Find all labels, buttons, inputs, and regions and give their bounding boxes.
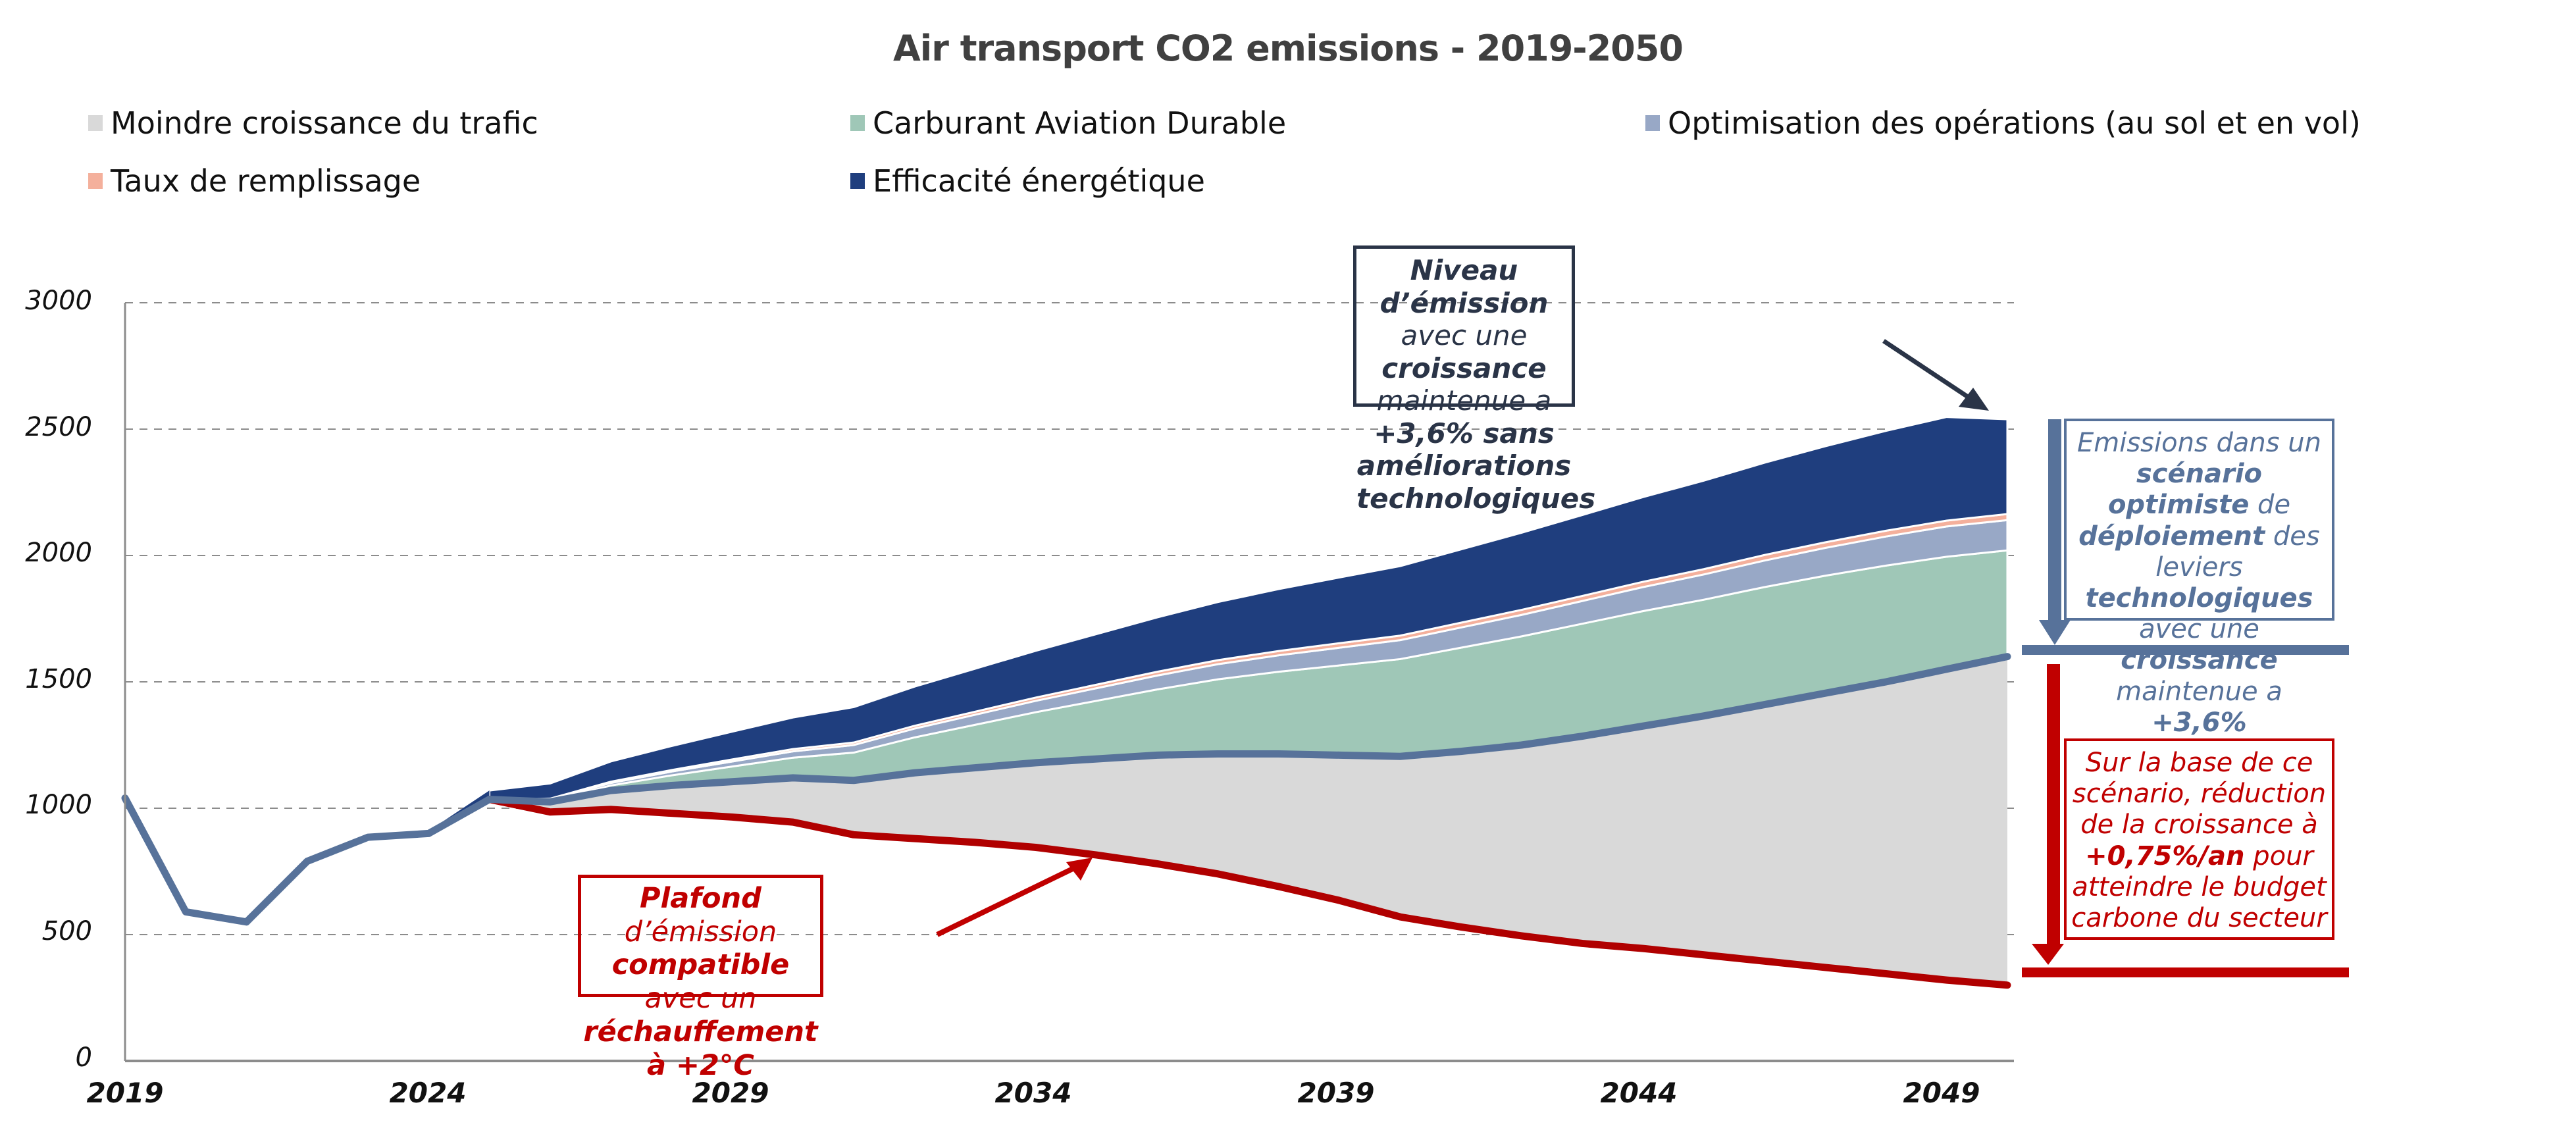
annotation-text-bold: technologiques xyxy=(2085,582,2313,613)
legend: Moindre croissance du trafic Carburant A… xyxy=(0,105,2576,224)
stacked-areas xyxy=(125,416,2009,985)
annotation-text-bold: croissance xyxy=(2121,645,2278,676)
annotation-text-bold: Plafond xyxy=(640,882,761,915)
annotation-text-bold: +3,6% sans améliorations technologiques xyxy=(1356,417,1596,515)
annotation-text-bold: +3,6% xyxy=(2151,707,2247,738)
y-tick: 0 xyxy=(75,1043,92,1073)
legend-swatch xyxy=(1645,115,1660,131)
annotation-text-bold: +0,75%/an xyxy=(2085,840,2245,871)
series-lines xyxy=(121,653,2011,989)
arrow-plafond-main-icon xyxy=(936,858,1093,937)
y-tick: 2500 xyxy=(25,412,92,442)
x-tick: 2034 xyxy=(994,1077,1072,1109)
arrow-top-annotation-icon xyxy=(1882,339,1989,411)
annotation-text: des leviers xyxy=(2155,521,2320,582)
chart-title: Air transport CO2 emissions - 2019-2050 xyxy=(893,28,1684,69)
annotation-text-bold: réchauffement à +2°C xyxy=(583,1015,818,1082)
x-tick: 2019 xyxy=(86,1077,164,1109)
legend-swatch xyxy=(88,115,103,131)
y-tick: 500 xyxy=(41,916,92,946)
line-ceiling xyxy=(486,796,2011,989)
annotation-text-bold: croissance xyxy=(1381,351,1547,384)
annotation-emission-ceiling: Plafond d’émission compatible avec un ré… xyxy=(578,875,823,1082)
annotation-text: Emissions dans un xyxy=(2076,428,2322,458)
annotation-text: avec une xyxy=(1401,319,1528,352)
y-tick: 3000 xyxy=(25,286,92,316)
area-efficacit-nerg-tique xyxy=(488,416,2009,801)
legend-label: Efficacité énergétique xyxy=(873,163,1205,199)
x-tick: 2039 xyxy=(1297,1077,1375,1109)
line-optimistic-scenario xyxy=(121,653,2011,926)
arrow-down-blue-icon xyxy=(2022,419,2349,655)
x-tick: 2044 xyxy=(1600,1077,1678,1109)
annotation-text: avec un xyxy=(644,982,757,1016)
x-tick: 2029 xyxy=(692,1077,769,1109)
arrow-down-red-icon xyxy=(2022,664,2349,977)
annotation-text: pour atteindre le budget carbone du sect… xyxy=(2071,840,2327,933)
legend-label: Carburant Aviation Durable xyxy=(873,105,1287,141)
annotation-text: Sur la base de ce scénario, réduction de… xyxy=(2072,748,2327,840)
arrow-up-right-icon xyxy=(871,869,1074,933)
annotation-text: maintenue a xyxy=(2116,676,2282,707)
legend-swatch xyxy=(88,173,103,189)
y-tick: 1000 xyxy=(25,790,92,820)
annotation-no-improvement: Niveau d’émission avec une croissance ma… xyxy=(1353,245,1595,515)
legend-swatch xyxy=(850,173,865,189)
annotation-text-bold: scénario optimiste xyxy=(2107,459,2263,521)
legend-item-load-factor: Taux de remplissage xyxy=(88,163,421,199)
x-tick: 2024 xyxy=(389,1077,467,1109)
annotation-optimistic-scenario: Emissions dans un scénario optimiste de … xyxy=(2064,419,2334,738)
y-tick: 2000 xyxy=(25,538,92,568)
legend-item-saf: Carburant Aviation Durable xyxy=(850,105,1286,141)
annotation-text: de xyxy=(2249,490,2291,521)
area-traffic xyxy=(489,656,2008,985)
annotation-text-bold: compatible xyxy=(611,948,790,982)
annotation-growth-reduction: Sur la base de ce scénario, réduction de… xyxy=(2064,738,2334,940)
annotation-text-bold: déploiement xyxy=(2078,521,2265,552)
y-tick: 1500 xyxy=(25,664,92,694)
annotation-text: avec une xyxy=(2139,614,2259,645)
x-tick: 2049 xyxy=(1903,1077,1980,1109)
annotation-text: d’émission xyxy=(624,915,777,948)
legend-label: Taux de remplissage xyxy=(111,163,421,199)
legend-item-operations: Optimisation des opérations (au sol et e… xyxy=(1645,105,2361,141)
legend-item-efficiency: Efficacité énergétique xyxy=(850,163,1205,199)
legend-label: Moindre croissance du trafic xyxy=(111,105,538,141)
annotation-text-bold: Niveau d’émission xyxy=(1379,254,1549,319)
legend-item-traffic: Moindre croissance du trafic xyxy=(88,105,538,141)
annotation-text: maintenue a xyxy=(1376,384,1552,417)
legend-swatch xyxy=(850,115,865,131)
legend-label: Optimisation des opérations (au sol et e… xyxy=(1668,105,2361,141)
